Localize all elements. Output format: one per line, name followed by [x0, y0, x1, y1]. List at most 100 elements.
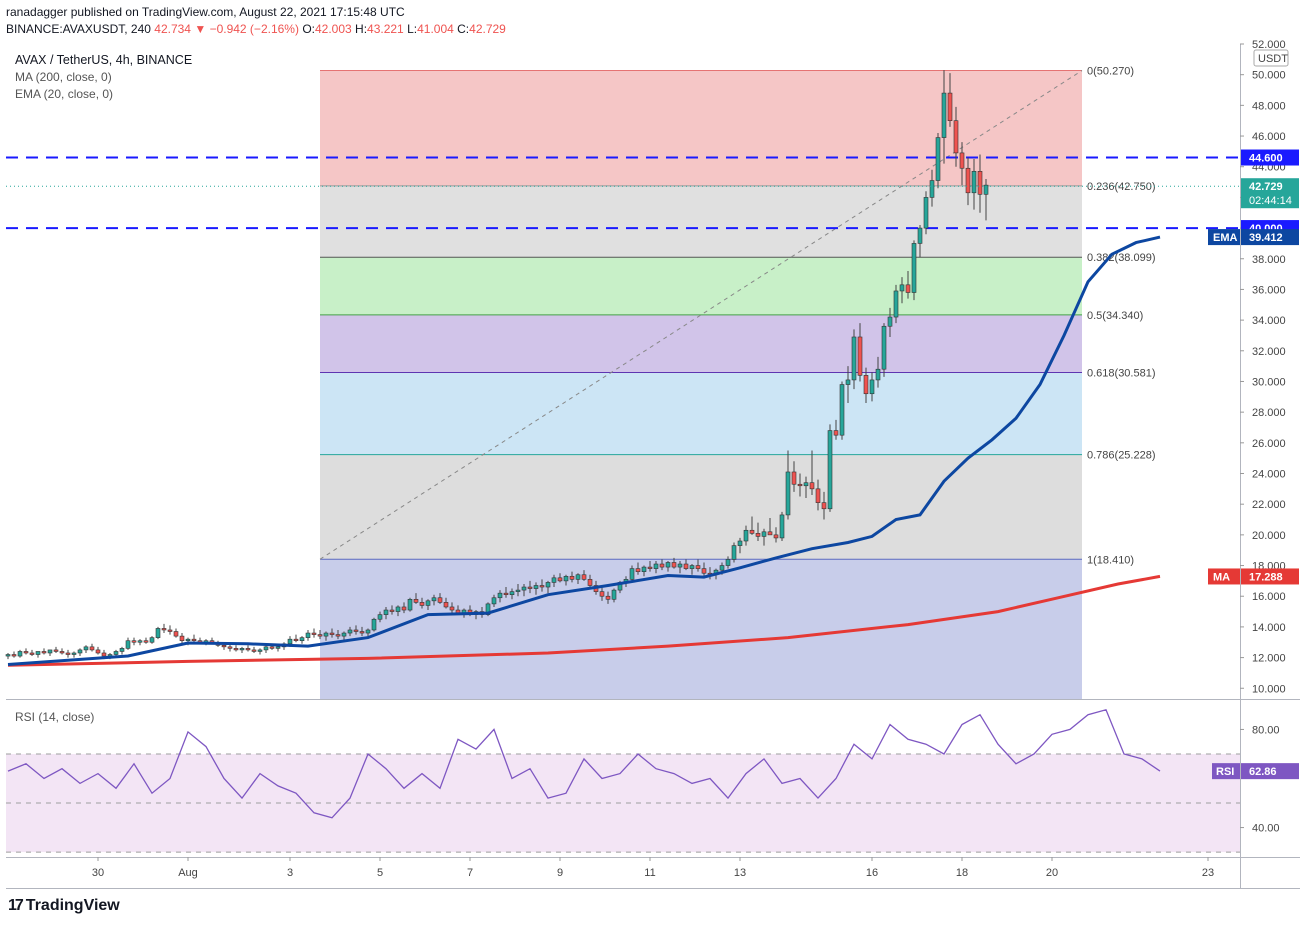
price-tick-label: 14.000	[1252, 622, 1286, 634]
ma-legend[interactable]: MA (200, close, 0)	[15, 70, 112, 84]
ema-tag-badge	[1208, 229, 1240, 246]
candle-down	[131, 640, 137, 643]
candle-up	[305, 632, 311, 638]
candle-down	[821, 502, 827, 510]
time-tick-label: 3	[287, 867, 293, 879]
bar-countdown: 02:44:14	[1249, 195, 1292, 207]
candle-up	[653, 563, 659, 569]
time-tick-label: 5	[377, 867, 383, 879]
candle-down	[221, 645, 227, 648]
candle-down	[59, 651, 65, 654]
time-tick-label: Aug	[178, 867, 198, 879]
time-tick-label: 18	[956, 867, 968, 879]
candle-down	[977, 171, 983, 195]
rsi-tag: RSI	[1216, 766, 1234, 778]
candle-down	[647, 566, 653, 569]
price-tick-label: 12.000	[1252, 653, 1286, 665]
candle-up	[761, 531, 767, 537]
rsi-tick-label: 80.00	[1252, 724, 1280, 736]
candle-up	[731, 545, 737, 560]
candle-up	[239, 648, 245, 651]
candle-down	[95, 649, 101, 654]
last-price-label: 42.729	[1249, 181, 1283, 193]
candle-down	[659, 563, 665, 568]
fib-zone-0.5	[320, 314, 1082, 373]
ema-tag: EMA	[1213, 232, 1238, 244]
price-tick-label: 38.000	[1252, 254, 1286, 266]
candle-up	[299, 637, 305, 642]
candle-up	[917, 227, 923, 244]
ema-value-label: 39.412	[1249, 232, 1283, 244]
candle-up	[323, 632, 329, 637]
candle-up	[47, 649, 53, 654]
time-tick-label: 7	[467, 867, 473, 879]
tradingview-logo-icon: 17	[8, 897, 24, 914]
candle-down	[569, 575, 575, 580]
candle-up	[575, 574, 581, 580]
candle-up	[383, 609, 389, 615]
fib-zone-0.618	[320, 372, 1082, 455]
candle-down	[599, 591, 605, 597]
last-price-badge	[1241, 178, 1299, 209]
rsi-value-label: 62.86	[1249, 766, 1277, 778]
candle-up	[407, 598, 413, 611]
tradingview-footer[interactable]: 17 TradingView	[8, 897, 120, 915]
currency-label: USDT	[1258, 53, 1288, 65]
candle-up	[71, 652, 77, 655]
price-tick-label: 28.000	[1252, 407, 1286, 419]
candle-up	[611, 589, 617, 600]
candle-up	[509, 591, 515, 595]
candle-up	[425, 600, 431, 606]
open-value: 42.003	[314, 22, 352, 36]
candle-down	[953, 120, 959, 154]
fib-label-0.382: 0.382(38.099)	[1087, 252, 1156, 264]
candle-down	[251, 649, 257, 652]
candle-down	[809, 482, 815, 490]
candle-down	[389, 609, 395, 612]
fib-label-0.786: 0.786(25.228)	[1087, 450, 1156, 462]
candle-up	[869, 379, 875, 395]
rsi-legend[interactable]: RSI (14, close)	[15, 710, 95, 724]
candle-up	[275, 646, 281, 649]
candle-down	[269, 646, 275, 649]
candle-up	[341, 632, 347, 637]
fib-label-0: 0(50.270)	[1087, 66, 1134, 78]
candle-up	[77, 649, 83, 654]
candles-group	[5, 70, 989, 660]
price-tick-label: 20.000	[1252, 530, 1286, 542]
candle-down	[443, 602, 449, 608]
ema-legend[interactable]: EMA (20, close, 0)	[15, 87, 114, 101]
candle-up	[737, 540, 743, 546]
rsi-line	[7, 709, 1161, 819]
candle-down	[959, 152, 965, 169]
last-price: 42.734	[154, 22, 191, 36]
price-tick-label: 46.000	[1252, 131, 1286, 143]
candle-up	[35, 651, 41, 655]
candle-up	[563, 575, 569, 582]
candle-down	[173, 631, 179, 637]
candle-down	[65, 652, 71, 655]
candle-up	[83, 646, 89, 651]
candle-up	[497, 592, 503, 599]
fib-label-0.618: 0.618(30.581)	[1087, 368, 1156, 380]
publisher-text: ranadagger published on TradingView.com,…	[6, 5, 405, 19]
chart-legend-title[interactable]: AVAX / TetherUS, 4h, BINANCE	[15, 53, 193, 67]
candle-down	[101, 652, 107, 657]
candle-up	[689, 565, 695, 569]
price-tick-label: 16.000	[1252, 591, 1286, 603]
price-tick-label: 10.000	[1252, 683, 1286, 695]
candle-down	[191, 638, 197, 642]
candle-up	[935, 137, 941, 181]
candle-up	[365, 629, 371, 634]
ma-value-label: 17.288	[1249, 571, 1283, 583]
candle-down	[767, 531, 773, 536]
candle-up	[515, 589, 521, 592]
candle-down	[695, 565, 701, 569]
fib-label-0.5: 0.5(34.340)	[1087, 310, 1143, 322]
candle-up	[155, 628, 161, 638]
ma-tag-badge	[1208, 568, 1240, 585]
symbol-line: BINANCE:AVAXUSDT, 240 42.734 ▼ −0.942 (−…	[6, 22, 506, 36]
candle-down	[905, 284, 911, 293]
candle-down	[293, 638, 299, 642]
